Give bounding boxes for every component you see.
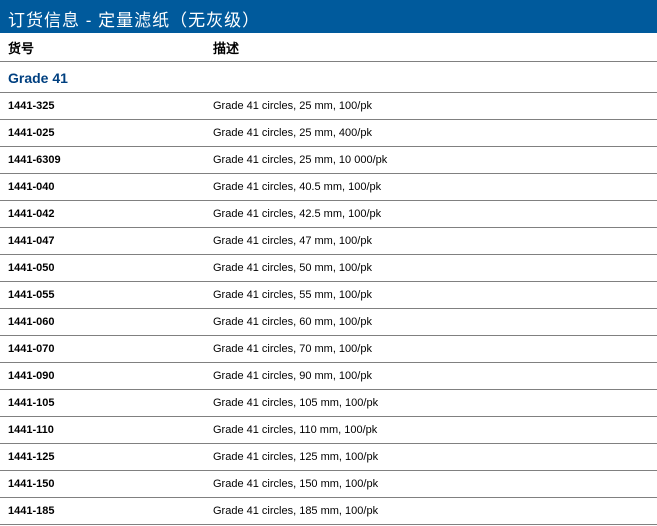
grade-heading: Grade 41 xyxy=(0,62,657,93)
table-row: 1441-110Grade 41 circles, 110 mm, 100/pk xyxy=(0,417,657,444)
product-table: 订货信息 - 定量滤纸（无灰级） 货号 描述 Grade 41 1441-325… xyxy=(0,0,657,525)
product-code: 1441-042 xyxy=(0,202,205,226)
product-description: Grade 41 circles, 110 mm, 100/pk xyxy=(205,418,657,442)
table-row: 1441-185Grade 41 circles, 185 mm, 100/pk xyxy=(0,498,657,525)
product-description: Grade 41 circles, 185 mm, 100/pk xyxy=(205,499,657,523)
table-row: 1441-325Grade 41 circles, 25 mm, 100/pk xyxy=(0,93,657,120)
product-code: 1441-185 xyxy=(0,499,205,523)
product-description: Grade 41 circles, 125 mm, 100/pk xyxy=(205,445,657,469)
title-bar: 订货信息 - 定量滤纸（无灰级） xyxy=(0,4,657,33)
product-description: Grade 41 circles, 42.5 mm, 100/pk xyxy=(205,202,657,226)
product-code: 1441-325 xyxy=(0,94,205,118)
product-description: Grade 41 circles, 90 mm, 100/pk xyxy=(205,364,657,388)
table-row: 1441-047Grade 41 circles, 47 mm, 100/pk xyxy=(0,228,657,255)
column-header-row: 货号 描述 xyxy=(0,33,657,62)
column-header-code: 货号 xyxy=(0,33,205,61)
table-row: 1441-105Grade 41 circles, 105 mm, 100/pk xyxy=(0,390,657,417)
table-body: 1441-325Grade 41 circles, 25 mm, 100/pk1… xyxy=(0,93,657,525)
table-row: 1441-060Grade 41 circles, 60 mm, 100/pk xyxy=(0,309,657,336)
product-code: 1441-060 xyxy=(0,310,205,334)
product-code: 1441-050 xyxy=(0,256,205,280)
product-code: 1441-110 xyxy=(0,418,205,442)
table-row: 1441-042Grade 41 circles, 42.5 mm, 100/p… xyxy=(0,201,657,228)
table-row: 1441-040Grade 41 circles, 40.5 mm, 100/p… xyxy=(0,174,657,201)
table-row: 1441-025Grade 41 circles, 25 mm, 400/pk xyxy=(0,120,657,147)
product-description: Grade 41 circles, 50 mm, 100/pk xyxy=(205,256,657,280)
product-code: 1441-055 xyxy=(0,283,205,307)
product-description: Grade 41 circles, 25 mm, 400/pk xyxy=(205,121,657,145)
product-code: 1441-025 xyxy=(0,121,205,145)
product-code: 1441-6309 xyxy=(0,148,205,172)
table-row: 1441-055Grade 41 circles, 55 mm, 100/pk xyxy=(0,282,657,309)
table-row: 1441-050Grade 41 circles, 50 mm, 100/pk xyxy=(0,255,657,282)
product-code: 1441-040 xyxy=(0,175,205,199)
table-row: 1441-090Grade 41 circles, 90 mm, 100/pk xyxy=(0,363,657,390)
product-description: Grade 41 circles, 25 mm, 100/pk xyxy=(205,94,657,118)
table-row: 1441-125Grade 41 circles, 125 mm, 100/pk xyxy=(0,444,657,471)
product-description: Grade 41 circles, 47 mm, 100/pk xyxy=(205,229,657,253)
product-code: 1441-090 xyxy=(0,364,205,388)
product-description: Grade 41 circles, 70 mm, 100/pk xyxy=(205,337,657,361)
product-description: Grade 41 circles, 105 mm, 100/pk xyxy=(205,391,657,415)
product-description: Grade 41 circles, 25 mm, 10 000/pk xyxy=(205,148,657,172)
product-code: 1441-150 xyxy=(0,472,205,496)
table-row: 1441-070Grade 41 circles, 70 mm, 100/pk xyxy=(0,336,657,363)
product-description: Grade 41 circles, 150 mm, 100/pk xyxy=(205,472,657,496)
column-header-desc: 描述 xyxy=(205,33,657,61)
product-description: Grade 41 circles, 60 mm, 100/pk xyxy=(205,310,657,334)
product-description: Grade 41 circles, 40.5 mm, 100/pk xyxy=(205,175,657,199)
product-code: 1441-047 xyxy=(0,229,205,253)
table-row: 1441-6309Grade 41 circles, 25 mm, 10 000… xyxy=(0,147,657,174)
product-code: 1441-125 xyxy=(0,445,205,469)
table-row: 1441-150Grade 41 circles, 150 mm, 100/pk xyxy=(0,471,657,498)
product-description: Grade 41 circles, 55 mm, 100/pk xyxy=(205,283,657,307)
product-code: 1441-070 xyxy=(0,337,205,361)
product-code: 1441-105 xyxy=(0,391,205,415)
